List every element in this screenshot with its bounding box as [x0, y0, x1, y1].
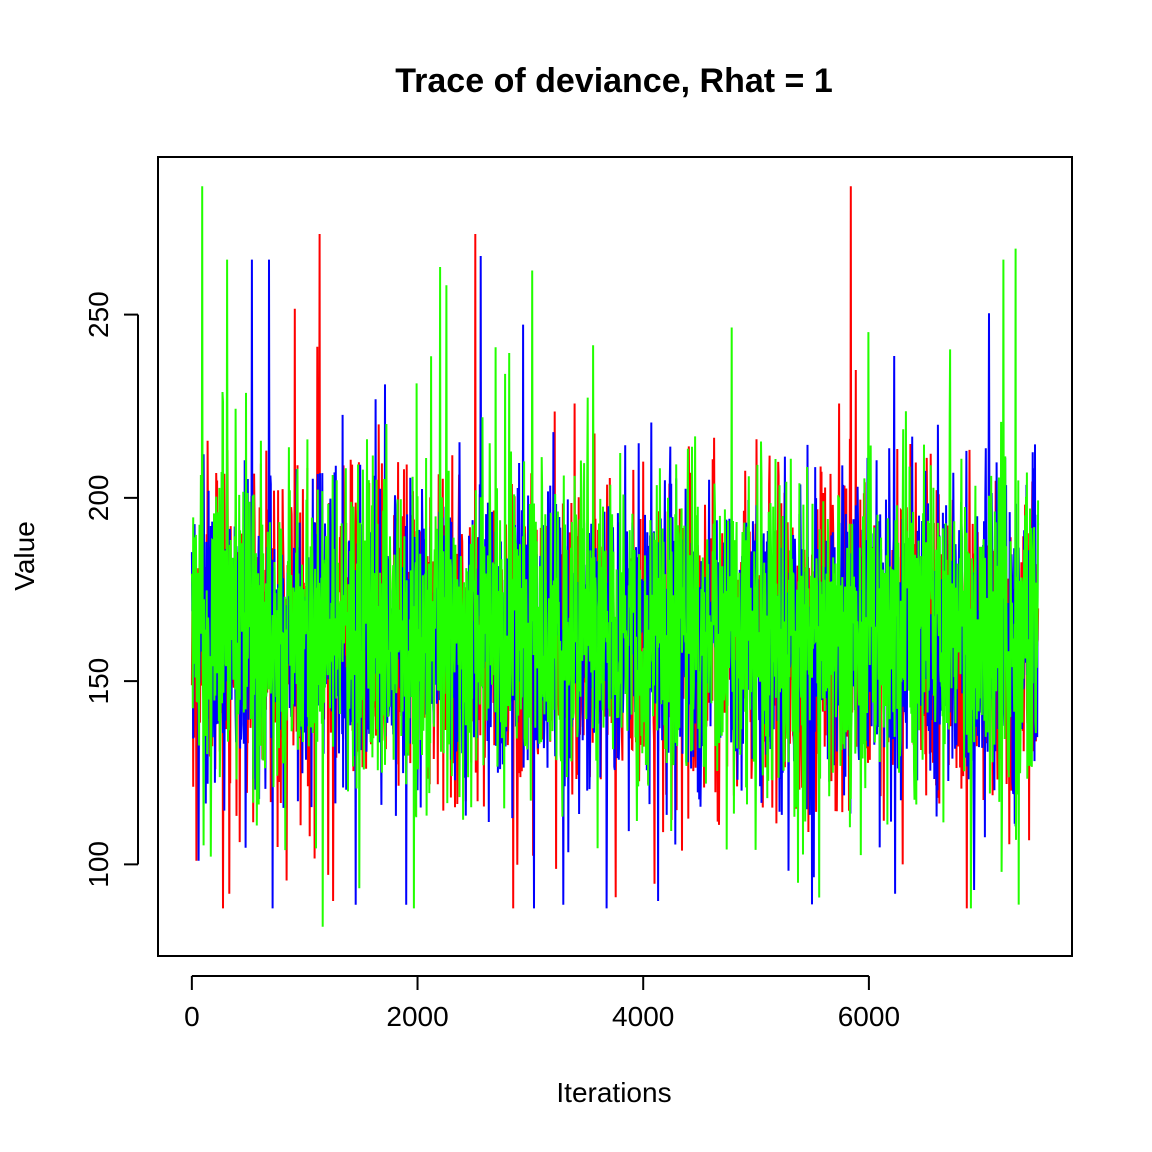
x-tick-label: 2000	[386, 1001, 448, 1032]
series-layer	[190, 186, 1040, 927]
y-tick-label: 200	[83, 474, 114, 521]
chart-title: Trace of deviance, Rhat = 1	[395, 62, 832, 100]
y-tick-label: 250	[83, 291, 114, 338]
axes-layer: 0 2000 4000 6000 100 150 200 250	[83, 291, 900, 1032]
plot-frame	[157, 156, 1073, 957]
x-axis-label: Iterations	[556, 1077, 671, 1108]
x-tick-label: 4000	[612, 1001, 674, 1032]
y-tick-label: 100	[83, 841, 114, 888]
x-tick-label: 6000	[838, 1001, 900, 1032]
y-tick-label: 150	[83, 658, 114, 705]
series-line-3	[190, 186, 1040, 927]
y-axis-label: Value	[9, 521, 40, 591]
x-tick-label: 0	[184, 1001, 200, 1032]
